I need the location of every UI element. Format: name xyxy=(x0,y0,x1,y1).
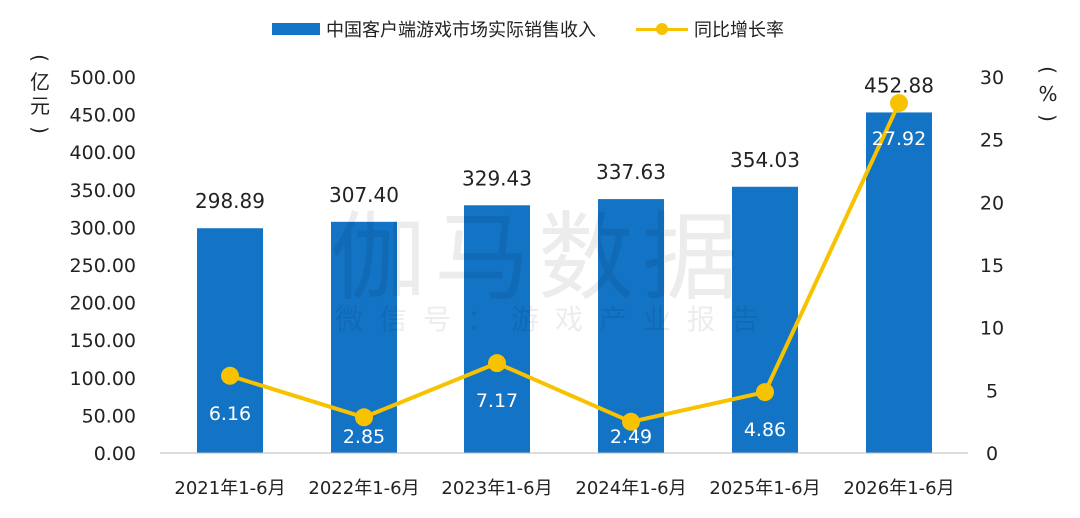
x-axis-tick-label: 2025年1-6月 xyxy=(709,478,820,499)
right-axis-tick-label: 10 xyxy=(980,318,1004,340)
growth-value-label: 4.86 xyxy=(744,419,786,441)
left-unit-char-1: 亿 xyxy=(30,70,50,94)
growth-point xyxy=(890,94,908,113)
left-axis-tick-label: 150.00 xyxy=(70,330,136,352)
bar xyxy=(866,112,932,454)
growth-value-label: 6.16 xyxy=(209,403,251,425)
x-axis-tick-label: 2024年1-6月 xyxy=(575,478,686,499)
left-axis-tick-label: 500.00 xyxy=(70,67,136,89)
left-axis-tick-label: 0.00 xyxy=(94,443,136,465)
left-axis-tick-label: 50.00 xyxy=(82,405,136,427)
left-axis-tick-label: 200.00 xyxy=(70,293,136,315)
growth-value-label: 27.92 xyxy=(872,128,926,150)
growth-value-label: 2.85 xyxy=(343,426,385,448)
right-axis-tick-label: 5 xyxy=(986,380,998,402)
bar xyxy=(732,186,798,453)
bar-value-label: 354.03 xyxy=(730,148,800,172)
right-unit-char: % xyxy=(1038,82,1058,106)
left-axis-unit: ( 亿 元 ) xyxy=(28,46,52,142)
growth-point xyxy=(756,383,774,402)
left-axis-tick-label: 400.00 xyxy=(70,142,136,164)
bar xyxy=(464,205,530,453)
right-axis-unit: ( % ) xyxy=(1036,58,1060,130)
right-axis-tick-label: 20 xyxy=(980,192,1004,214)
line-series xyxy=(221,94,908,431)
right-axis-tick-label: 15 xyxy=(980,255,1004,277)
legend-line-label: 同比增长率 xyxy=(694,20,784,41)
growth-value-label: 2.49 xyxy=(610,426,652,448)
left-unit-char-2: 元 xyxy=(30,94,50,118)
legend-item-revenue: 中国客户端游戏市场实际销售收入 xyxy=(272,16,596,42)
left-axis-tick-label: 250.00 xyxy=(70,255,136,277)
bar-value-label: 298.89 xyxy=(195,189,265,213)
x-axis-tick-label: 2026年1-6月 xyxy=(843,478,954,499)
x-axis-tick-label: 2022年1-6月 xyxy=(308,478,419,499)
right-axis-tick-label: 0 xyxy=(986,443,998,465)
bar-value-label: 329.43 xyxy=(462,166,532,190)
left-axis-tick-label: 350.00 xyxy=(70,180,136,202)
axes: 0.00 50.00 100.00 150.00 200.00 250.00 300.00 3… xyxy=(70,67,1005,499)
growth-point xyxy=(622,412,640,431)
growth-value-label: 7.17 xyxy=(476,390,518,412)
bar xyxy=(197,228,263,453)
legend: 中国客户端游戏市场实际销售收入 同比增长率 xyxy=(272,16,824,42)
growth-point xyxy=(488,354,506,373)
growth-point xyxy=(221,366,239,385)
x-axis-tick-label: 2021年1-6月 xyxy=(174,478,285,499)
bar-value-label: 307.40 xyxy=(329,183,399,207)
growth-line xyxy=(229,102,901,424)
legend-bar-label: 中国客户端游戏市场实际销售收入 xyxy=(326,20,596,41)
left-axis-tick-label: 100.00 xyxy=(70,368,136,390)
bar-value-label: 452.88 xyxy=(864,73,934,97)
bar-series xyxy=(197,112,932,454)
legend-item-growth: 同比增长率 xyxy=(636,16,784,42)
left-axis-tick-label: 300.00 xyxy=(70,217,136,239)
legend-line-swatch xyxy=(636,21,688,37)
x-axis-tick-label: 2023年1-6月 xyxy=(441,478,552,499)
right-axis-tick-label: 25 xyxy=(980,130,1004,152)
legend-bar-swatch xyxy=(272,23,320,35)
right-axis-tick-label: 30 xyxy=(980,67,1004,89)
bar-value-label: 337.63 xyxy=(596,160,666,184)
data-labels: 298.89 307.40 329.43 337.63 354.03 452.88 6.16… xyxy=(195,73,934,448)
growth-point xyxy=(355,408,373,427)
left-axis-tick-label: 450.00 xyxy=(70,105,136,127)
